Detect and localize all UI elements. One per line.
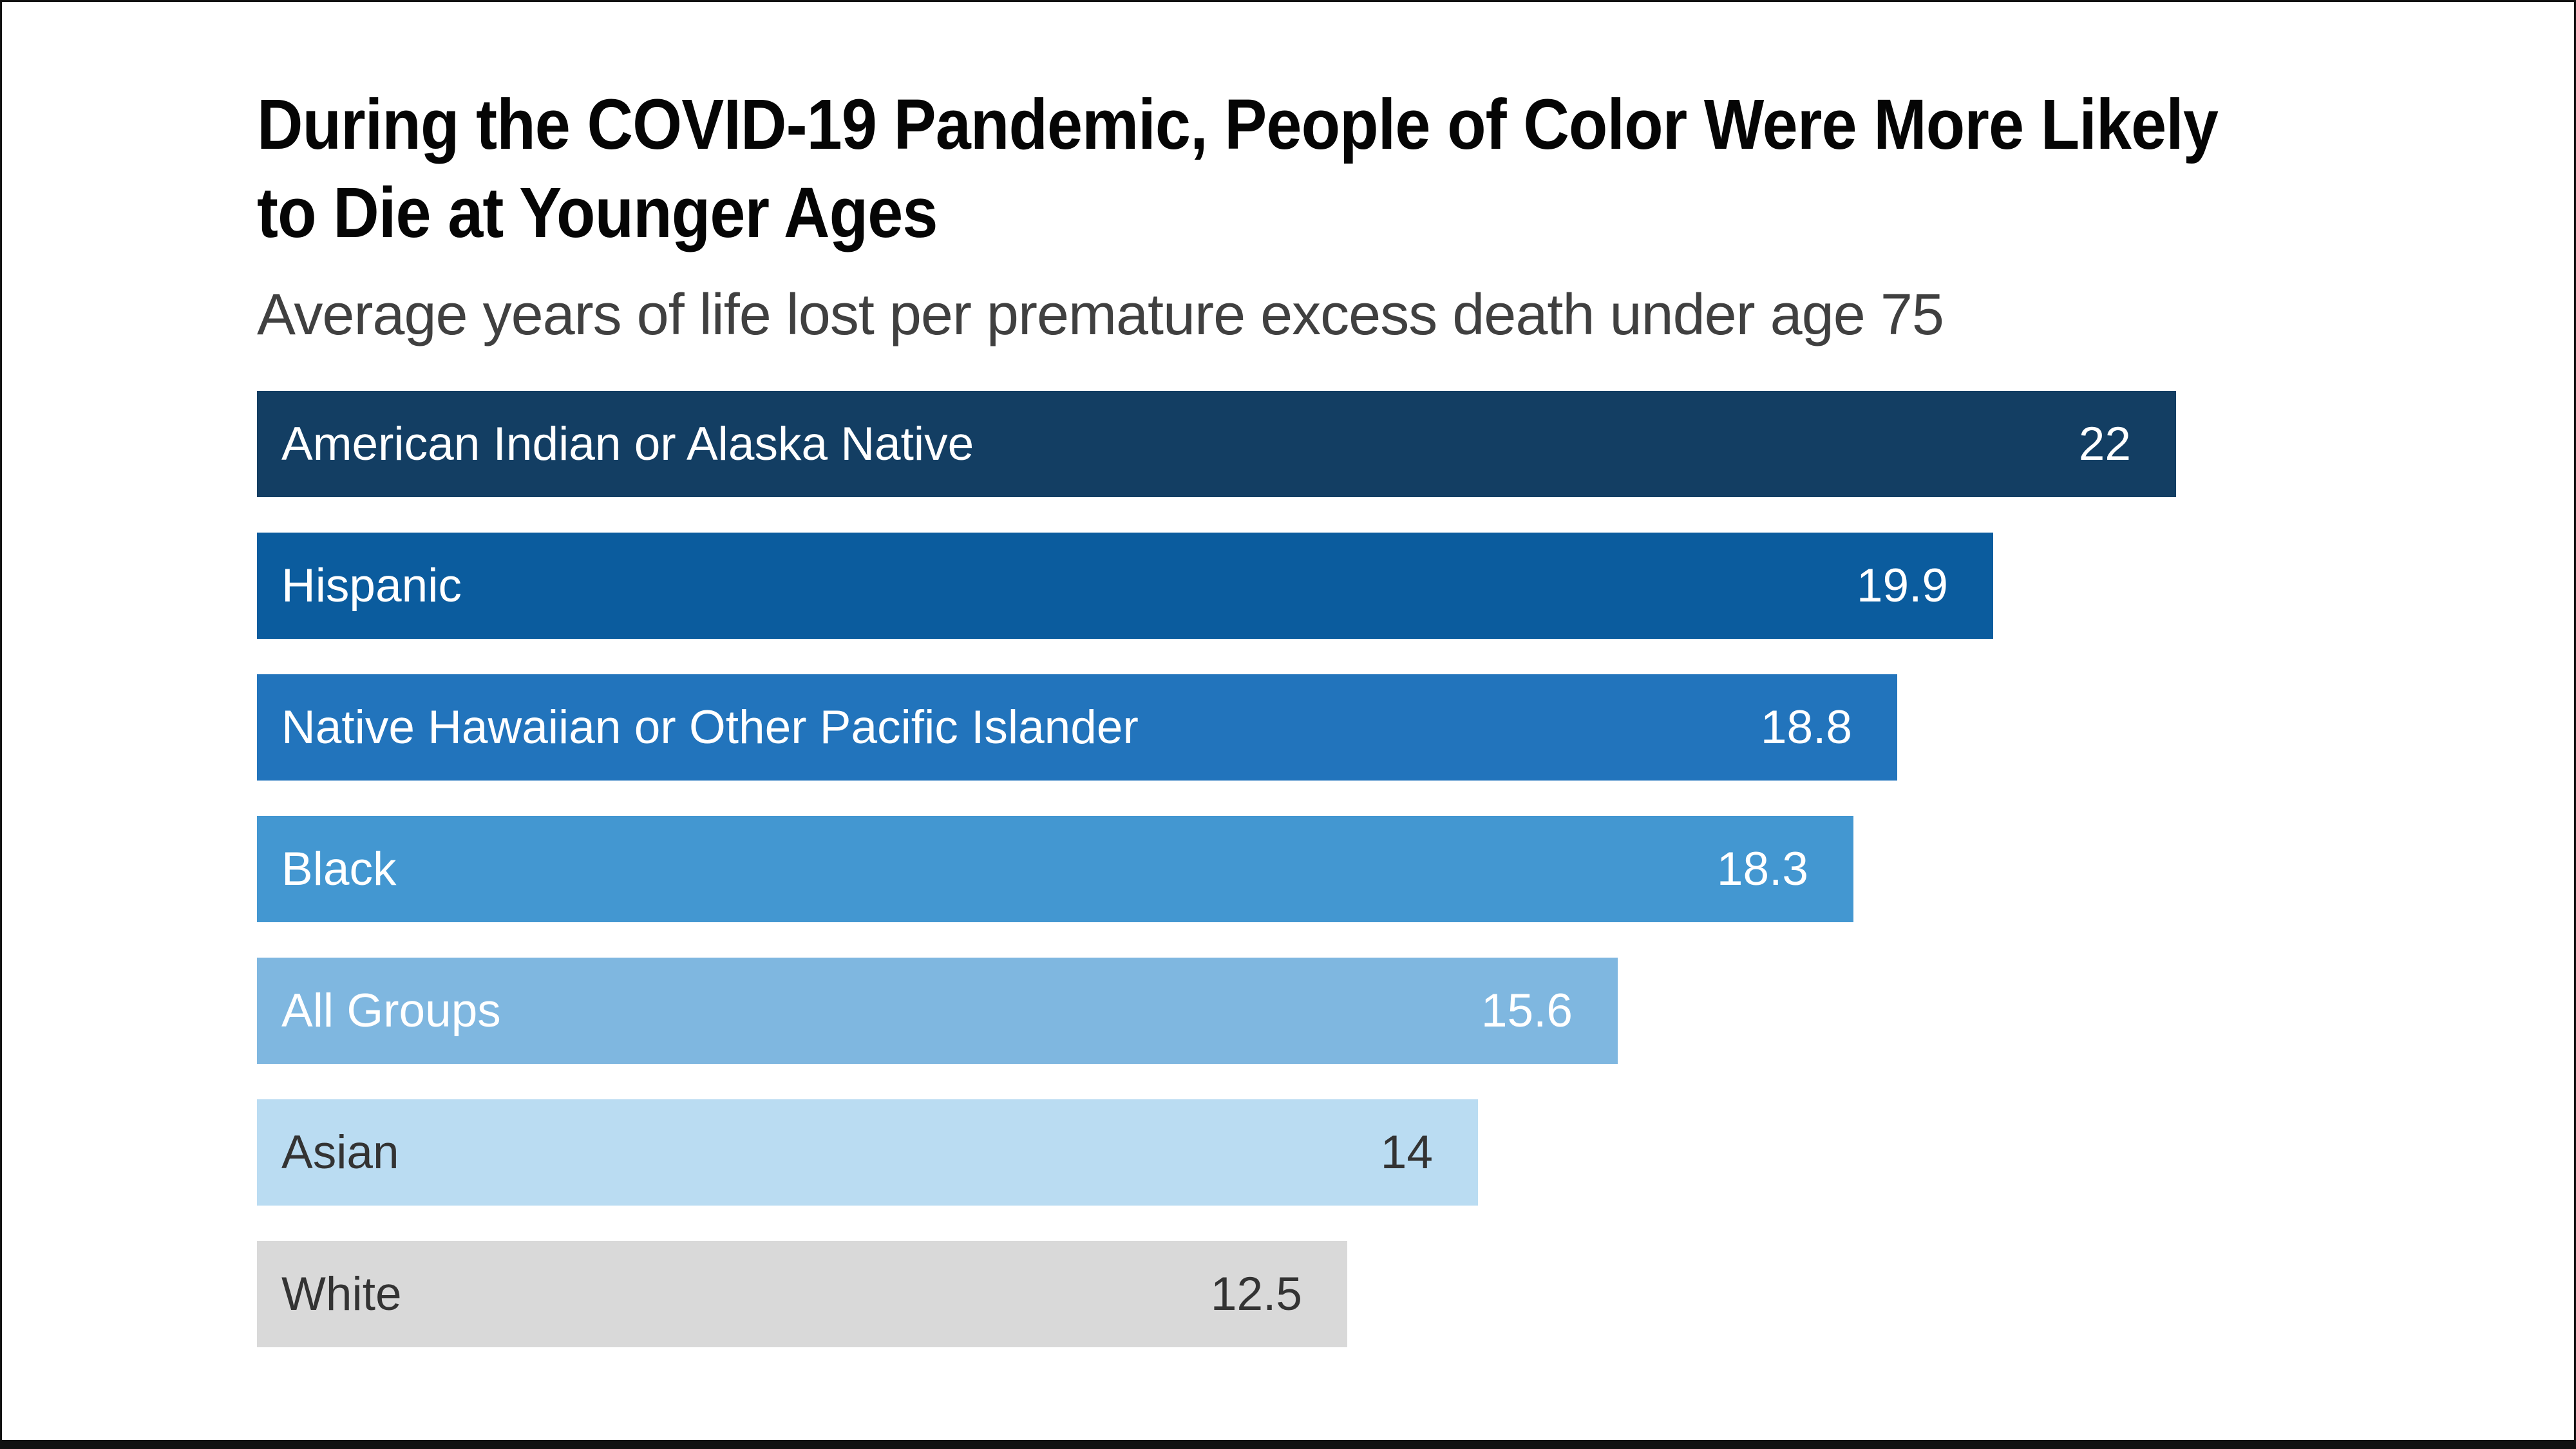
bar-label: White — [281, 1268, 402, 1320]
bar-label: Black — [281, 843, 397, 895]
bar-label: Asian — [281, 1126, 399, 1179]
bar-label: Native Hawaiian or Other Pacific Islande… — [281, 701, 1139, 753]
chart-title-line1: During the COVID-19 Pandemic, People of … — [257, 85, 2219, 164]
bar-row: Black 18.3 — [257, 816, 2574, 922]
bar-label: All Groups — [281, 985, 501, 1037]
bar-value: 18.8 — [1760, 701, 1852, 753]
bar-value: 22 — [2078, 418, 2131, 470]
bar-value: 12.5 — [1210, 1268, 1302, 1320]
bar-chart: American Indian or Alaska Native 22 Hispan… — [257, 391, 2574, 1347]
bar: White 12.5 — [257, 1241, 1347, 1347]
bar-value: 14 — [1380, 1126, 1433, 1179]
chart-content: During the COVID-19 Pandemic, People of … — [257, 2, 2574, 1440]
bar-row: Hispanic 19.9 — [257, 533, 2574, 639]
bar-row: White 12.5 — [257, 1241, 2574, 1347]
chart-subtitle: Average years of life lost per premature… — [257, 283, 1944, 347]
bar: Hispanic 19.9 — [257, 533, 1993, 639]
bar-row: Native Hawaiian or Other Pacific Islande… — [257, 674, 2574, 781]
bar-row: Asian 14 — [257, 1099, 2574, 1206]
bar-row: All Groups 15.6 — [257, 958, 2574, 1064]
bar: Black 18.3 — [257, 816, 1853, 922]
bar: American Indian or Alaska Native 22 — [257, 391, 2176, 497]
bar: Native Hawaiian or Other Pacific Islande… — [257, 674, 1897, 781]
bar-value: 19.9 — [1856, 560, 1948, 612]
bar-value: 15.6 — [1481, 985, 1573, 1037]
chart-title-line2: to Die at Younger Ages — [257, 173, 938, 252]
bar: Asian 14 — [257, 1099, 1478, 1206]
bar-label: Hispanic — [281, 560, 462, 612]
bar-label: American Indian or Alaska Native — [281, 418, 974, 470]
bar: All Groups 15.6 — [257, 958, 1618, 1064]
chart-title: During the COVID-19 Pandemic, People of … — [257, 2, 2342, 257]
bar-value: 18.3 — [1716, 843, 1808, 895]
bar-row: American Indian or Alaska Native 22 — [257, 391, 2574, 497]
